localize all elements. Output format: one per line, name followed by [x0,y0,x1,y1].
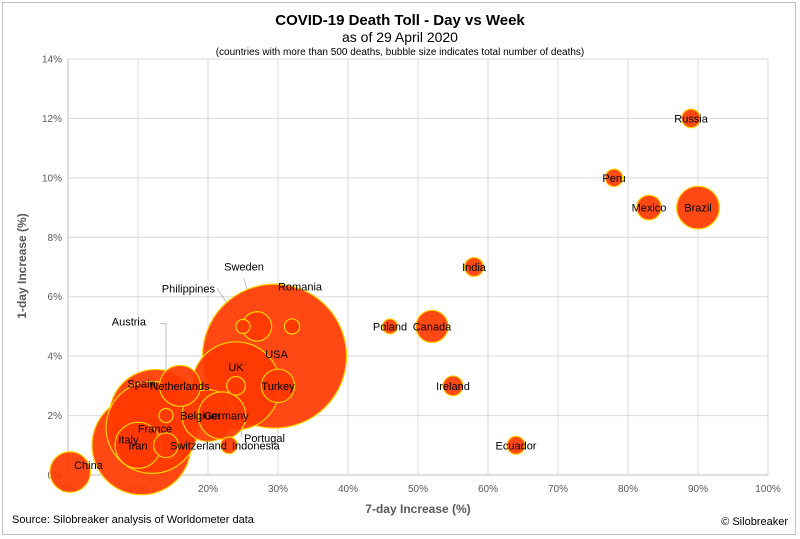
bubble-peru [604,168,624,188]
x-tick-label: 100% [755,484,781,495]
bubble-brazil [676,185,720,230]
x-tick-label: 50% [408,484,428,495]
y-tick-label: 2% [48,411,63,422]
y-tick-label: 14% [42,55,62,66]
bubbles [49,108,720,496]
bubble-label: Ecuador [496,440,537,452]
y-tick-label: 6% [48,292,63,303]
bubble-label: Netherlands [150,381,210,393]
bubble-poland [381,318,399,335]
bubble-label: Italy [118,434,139,446]
bubble-india [463,256,485,278]
chart-title: COVID-19 Death Toll - Day vs Week [275,12,525,29]
bubble-portugal [226,375,246,396]
y-tick-label: 10% [42,173,62,184]
chart-note: (countries with more than 500 deaths, bu… [216,47,585,58]
bubble-label: UK [228,362,244,374]
copyright-note: © Silobreaker [721,516,788,528]
bubble-mexico [636,194,662,221]
bubble-label: Germany [203,411,249,423]
bubble-label: China [74,460,104,472]
bubble-turkey [260,368,296,404]
bubble-label: Turkey [261,381,295,393]
bubble-label: Russia [674,113,709,125]
x-tick-label: 40% [338,484,358,495]
bubble-label: Romania [278,281,323,293]
bubble-label: USA [265,349,288,361]
bubble-label: Spain [127,379,155,391]
x-tick-label: 90% [688,484,708,495]
y-axis-label: 1-day Increase (%) [15,213,29,318]
chart-subtitle: as of 29 April 2020 [342,29,458,45]
bubble-indonesia [220,436,238,455]
bubble-label: Switzerland [170,440,227,452]
bubble-label: Peru [602,173,625,185]
x-tick-label: 70% [548,484,568,495]
bubble-germany [197,391,247,440]
bubble-romania [283,318,301,335]
bubble-canada [415,309,449,344]
bubble-china [49,451,91,493]
bubble-netherlands [158,364,202,407]
y-tick-label: 8% [48,233,63,244]
bubble-label: Austria [112,317,147,329]
bubble-russia [681,108,701,129]
bubble-label: France [138,423,172,435]
bubble-label: Ireland [436,381,470,393]
bubble-label: India [462,262,487,274]
bubble-label: Indonesia [232,440,281,452]
bubble-label: Canada [413,321,452,333]
bubble-label: Poland [373,321,407,333]
bubble-label: Philippines [162,283,216,295]
bubble-ecuador [506,435,526,455]
x-tick-label: 60% [478,484,498,495]
x-tick-label: 30% [268,484,288,495]
bubble-switzerland [153,432,179,459]
x-tick-label: 80% [618,484,638,495]
bubble-ireland [442,375,464,397]
bubble-label: Mexico [632,203,667,215]
bubble-label: Brazil [684,203,712,215]
y-tick-label: 4% [48,352,63,363]
bubble-label: Iran [129,440,148,452]
bubble-austria [158,407,174,424]
x-axis-label: 7-day Increase (%) [365,502,470,516]
bubble-label: Sweden [224,261,264,273]
bubble-philippines [235,318,251,335]
x-tick-label: 20% [198,484,218,495]
bubble-label: Portugal [244,433,285,445]
bubble-label: Belgium [180,411,220,423]
y-tick-label: 12% [42,114,62,125]
source-note: Source: Silobreaker analysis of Worldome… [12,514,255,526]
